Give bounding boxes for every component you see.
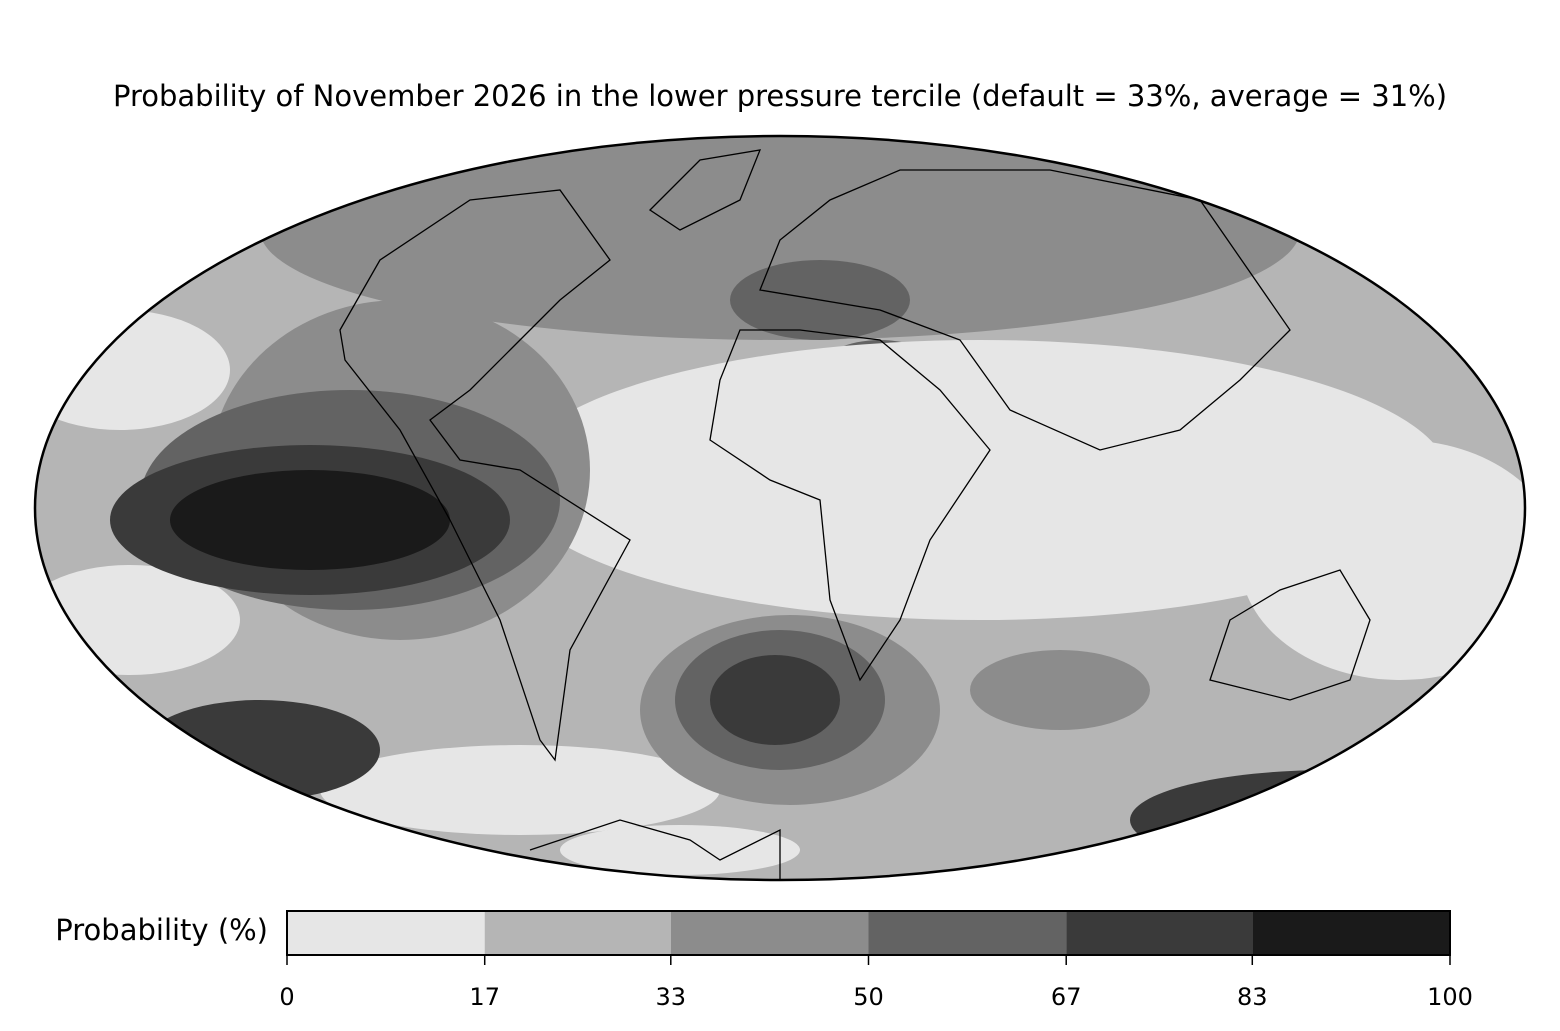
map-field <box>35 136 1525 880</box>
tick-label: 50 <box>853 983 884 1011</box>
tick-label: 0 <box>279 983 294 1011</box>
colorbar-segment <box>484 911 671 955</box>
field-region <box>140 700 380 800</box>
tick-label: 33 <box>656 983 687 1011</box>
colorbar-label: Probability (%) <box>55 913 268 947</box>
field-region <box>970 650 1150 730</box>
colorbar: 0 17 33 50 67 83 100 <box>279 910 1473 1011</box>
tick-label: 100 <box>1427 983 1473 1011</box>
map-frame <box>33 134 1527 882</box>
colorbar-segment <box>1066 911 1253 955</box>
field-region <box>170 470 450 570</box>
field-region <box>1240 440 1525 680</box>
field-region <box>35 310 230 430</box>
coastline <box>1209 569 1371 701</box>
tick-label: 83 <box>1237 983 1268 1011</box>
coastline <box>759 169 1291 451</box>
field-region <box>320 745 720 835</box>
field-region <box>710 655 840 745</box>
colorbar-segment <box>868 911 1067 955</box>
coastline <box>339 189 631 762</box>
coastline <box>709 329 991 682</box>
colorbar-segment <box>1252 911 1450 955</box>
field-region <box>510 340 1450 620</box>
chart-title: Probability of November 2026 in the lowe… <box>113 79 1447 113</box>
colorbar-segment <box>670 911 869 955</box>
tick-label: 67 <box>1051 983 1082 1011</box>
tick-label: 17 <box>469 983 500 1011</box>
field-region <box>260 136 1300 340</box>
colorbar-segment <box>287 911 485 955</box>
field-region <box>560 825 800 875</box>
coastline <box>529 819 781 880</box>
coastline <box>648 149 762 231</box>
coastlines <box>339 149 1371 880</box>
